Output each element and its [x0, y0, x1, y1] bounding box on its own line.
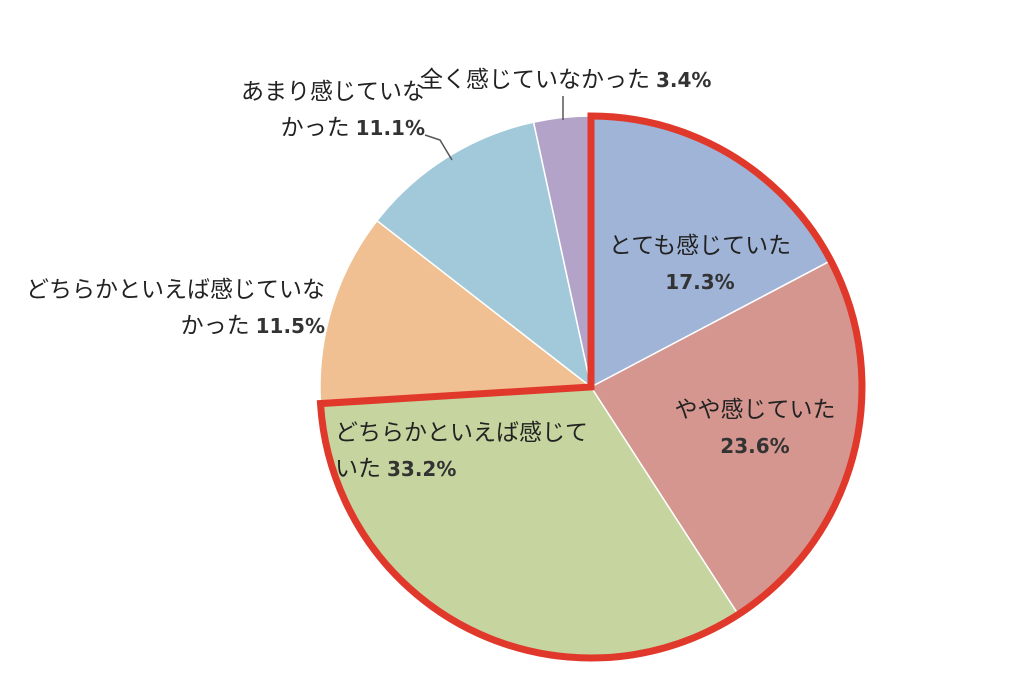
value-label: 33.2% [387, 457, 457, 481]
category-label: とても感じていた [608, 233, 792, 259]
category-label: あまり感じていなかった [241, 79, 425, 141]
category-label: やや感じていた [674, 397, 836, 423]
value-label: 3.4% [656, 68, 712, 92]
value-label: 11.1% [355, 116, 425, 140]
pie-slice [375, 121, 593, 389]
highlight-outline [316, 112, 866, 662]
value-label: 17.3% [665, 270, 735, 294]
leader-line [424, 134, 453, 161]
category-label: どちらかといえば感じていた [335, 420, 588, 482]
data-label: 全く感じていなかった 3.4% [420, 62, 760, 98]
value-label: 11.5% [255, 314, 325, 338]
data-label: やや感じていた 23.6% [650, 392, 860, 464]
category-label: 全く感じていなかった [420, 67, 650, 93]
pie-slice [319, 219, 594, 405]
value-label: 23.6% [720, 434, 790, 458]
data-label: あまり感じていなかった 11.1% [225, 74, 425, 146]
category-label: どちらかといえば感じていなかった [26, 277, 325, 339]
data-label: どちらかといえば感じていなかった 11.5% [10, 272, 325, 344]
data-label: とても感じていた 17.3% [590, 228, 810, 300]
data-label: どちらかといえば感じていた 33.2% [335, 415, 605, 487]
